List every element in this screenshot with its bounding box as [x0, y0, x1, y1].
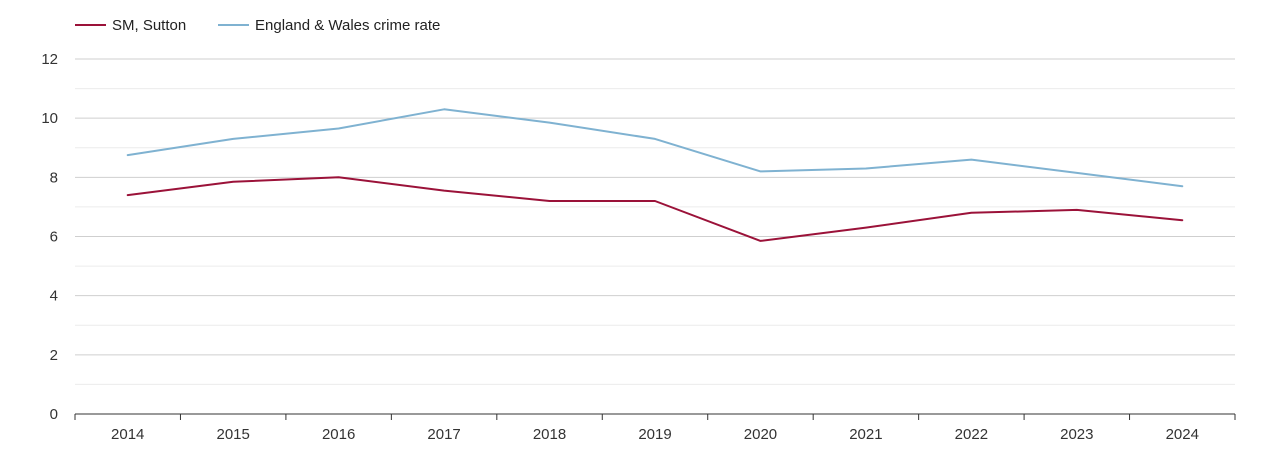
legend-item-sm-sutton[interactable]: SM, Sutton	[75, 17, 186, 34]
y-tick-label: 0	[50, 406, 58, 423]
legend-label-england-wales: England & Wales crime rate	[255, 17, 440, 34]
x-tick-label: 2018	[533, 426, 566, 443]
x-tick-label: 2020	[744, 426, 777, 443]
x-tick-label: 2017	[427, 426, 460, 443]
x-tick-label: 2024	[1166, 426, 1199, 443]
gridlines	[75, 58, 1235, 385]
legend-label-sm-sutton: SM, Sutton	[112, 17, 186, 34]
y-tick-label: 8	[50, 169, 58, 186]
y-axis: 0 2 4 6 8 10 12	[41, 51, 58, 423]
y-tick-label: 10	[41, 110, 58, 127]
y-tick-label: 4	[50, 288, 58, 305]
x-tick-label: 2021	[849, 426, 882, 443]
x-tick-label: 2014	[111, 426, 144, 443]
y-tick-label: 12	[41, 51, 58, 68]
x-tick-label: 2016	[322, 426, 355, 443]
y-tick-label: 2	[50, 347, 58, 364]
x-axis: 2014 2015 2016 2017 2018 2019 2020 2021 2022 2023…	[74, 413, 1236, 443]
x-tick-label: 2019	[638, 426, 671, 443]
x-tick-label: 2015	[216, 426, 249, 443]
y-tick-label: 6	[50, 229, 58, 246]
x-tick-label: 2022	[955, 426, 988, 443]
series-line-sm-sutton	[126, 176, 1184, 242]
legend: SM, Sutton England & Wales crime rate	[75, 17, 440, 34]
x-tick-label: 2023	[1060, 426, 1093, 443]
legend-item-england-wales[interactable]: England & Wales crime rate	[218, 17, 440, 34]
series-lines	[126, 108, 1184, 242]
series-line-england-wales	[126, 108, 1184, 188]
